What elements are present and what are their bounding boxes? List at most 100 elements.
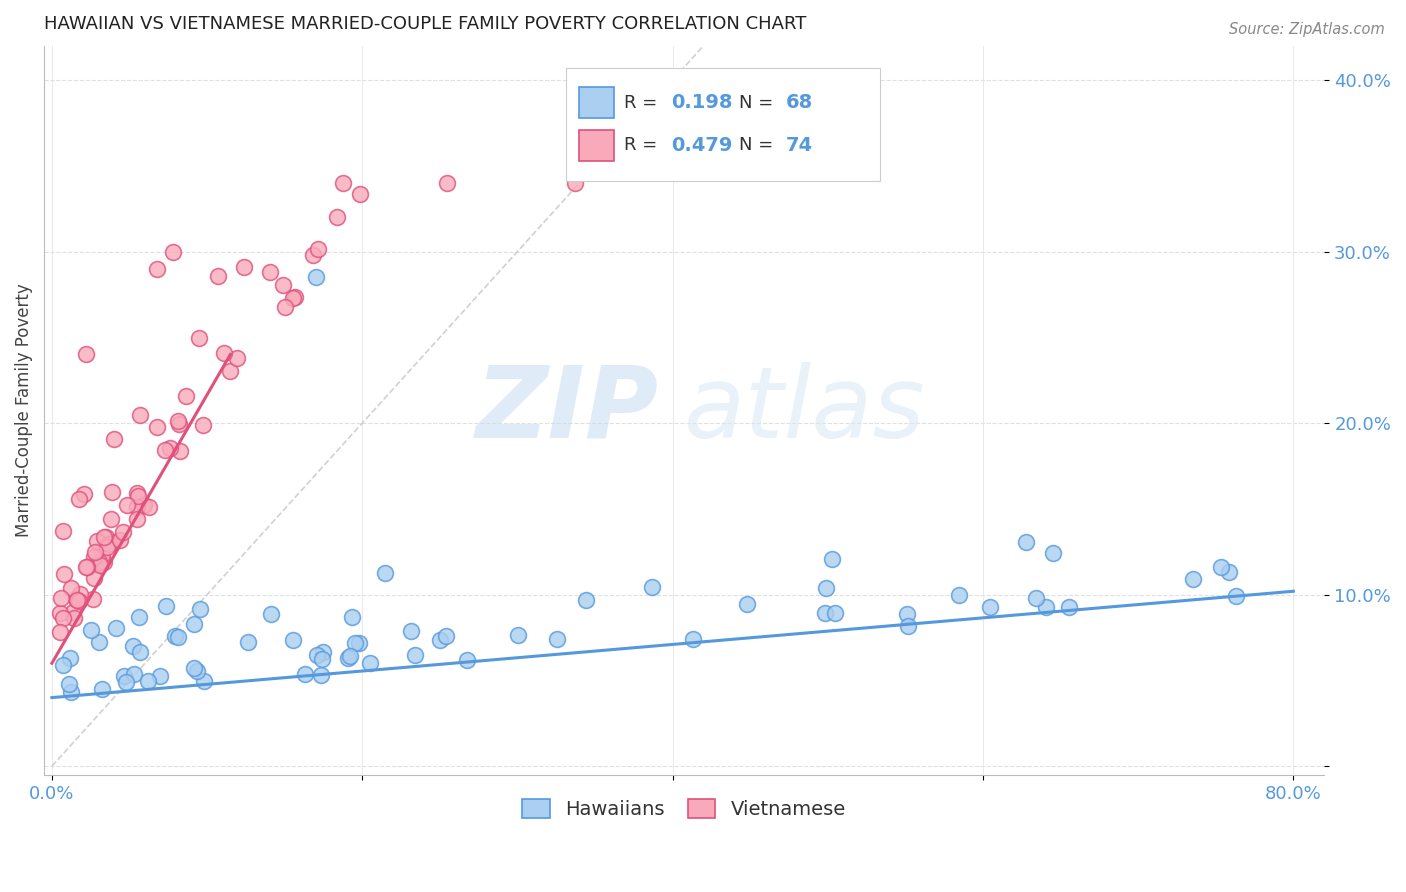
Point (359, 656, 381, 670)
Point (51, 591, 73, 605)
Point (404, 648, 426, 662)
Point (125, 500, 148, 514)
Point (374, 566, 396, 580)
Point (212, 345, 235, 359)
Point (259, 265, 281, 279)
Point (73, 487, 96, 501)
Point (183, 661, 205, 675)
Y-axis label: Married-Couple Family Poverty: Married-Couple Family Poverty (15, 284, 32, 537)
Point (294, 667, 316, 681)
Point (125, 512, 148, 526)
Point (1225, 589, 1247, 603)
Point (311, 645, 333, 659)
Point (112, 524, 135, 539)
Point (1211, 560, 1233, 574)
Point (273, 301, 295, 315)
Point (1042, 546, 1064, 560)
Point (436, 176, 458, 190)
Point (52, 524, 75, 539)
Point (281, 633, 304, 648)
Point (125, 486, 148, 500)
Point (1035, 600, 1057, 615)
Point (104, 621, 127, 635)
Point (162, 244, 184, 259)
Point (339, 649, 361, 664)
Point (167, 417, 190, 431)
Point (344, 636, 367, 650)
Point (349, 636, 371, 650)
Point (979, 600, 1001, 615)
Point (309, 668, 332, 682)
Point (307, 242, 329, 256)
Point (183, 617, 205, 632)
Point (896, 607, 918, 621)
Point (110, 533, 132, 548)
Point (159, 441, 181, 455)
Point (169, 443, 191, 458)
Point (128, 610, 150, 624)
Point (326, 210, 349, 224)
Point (83, 571, 105, 585)
Point (90, 548, 112, 562)
Point (82, 591, 104, 606)
Point (129, 645, 152, 659)
Point (167, 630, 190, 644)
Point (166, 414, 188, 428)
Point (86, 534, 108, 549)
Point (146, 261, 169, 276)
Point (138, 500, 160, 514)
Point (564, 176, 586, 190)
Point (100, 512, 122, 526)
Point (218, 364, 240, 378)
Text: atlas: atlas (685, 362, 927, 458)
Point (112, 669, 135, 683)
Point (641, 580, 664, 594)
Point (101, 484, 124, 499)
Point (301, 248, 323, 262)
Point (508, 627, 530, 641)
Point (897, 618, 920, 632)
Point (1025, 591, 1047, 605)
Point (1059, 599, 1081, 614)
Point (305, 648, 328, 663)
Point (546, 632, 568, 646)
Point (59, 685, 82, 699)
Point (349, 187, 371, 202)
Point (58, 677, 80, 691)
Point (134, 498, 156, 512)
Point (271, 278, 294, 293)
Point (815, 581, 838, 595)
Point (193, 673, 215, 688)
Point (259, 607, 281, 621)
Point (69, 587, 91, 601)
Point (232, 260, 254, 275)
Point (238, 634, 260, 648)
Point (188, 331, 211, 345)
Point (127, 489, 149, 503)
Point (87, 556, 110, 570)
Point (62, 611, 84, 625)
Point (225, 351, 247, 365)
Point (434, 629, 457, 643)
Point (1181, 572, 1204, 586)
Point (824, 606, 846, 620)
Point (399, 624, 422, 638)
Point (80, 623, 103, 637)
Point (207, 268, 229, 283)
Point (49, 625, 72, 640)
Point (284, 289, 307, 303)
Point (311, 652, 333, 666)
Point (67, 594, 90, 608)
Point (49, 606, 72, 620)
Text: Source: ZipAtlas.com: Source: ZipAtlas.com (1229, 22, 1385, 37)
Point (283, 291, 305, 305)
Point (155, 599, 177, 614)
Point (332, 176, 354, 190)
Point (145, 420, 167, 434)
Point (163, 629, 186, 643)
Point (67, 492, 90, 507)
Point (342, 610, 364, 624)
Point (191, 418, 214, 433)
Point (96, 540, 118, 554)
Point (101, 534, 124, 549)
